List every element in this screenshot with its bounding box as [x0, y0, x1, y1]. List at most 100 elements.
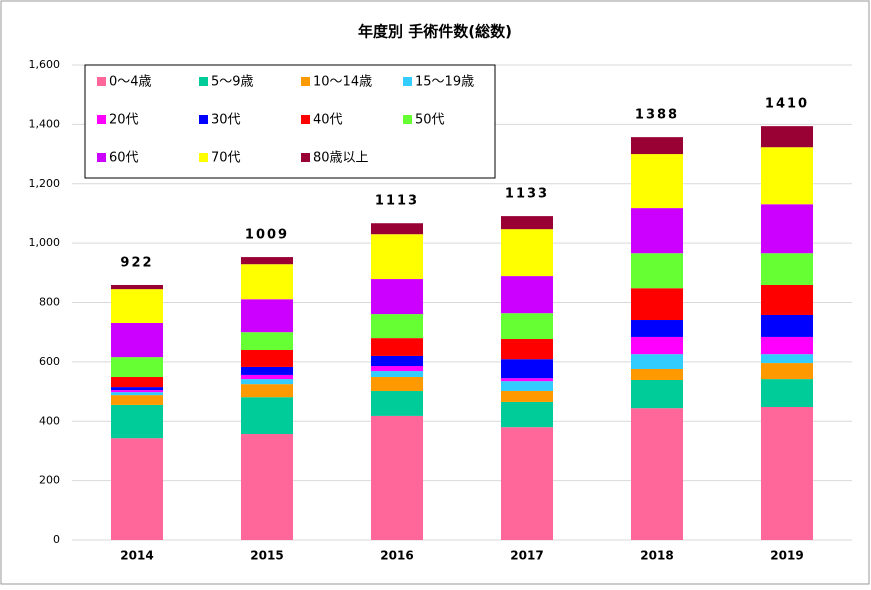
bar-segment [371, 355, 423, 367]
bar-segment [631, 354, 683, 369]
bar-segment [501, 216, 553, 230]
legend-swatch [97, 77, 106, 86]
bar-segment [371, 279, 423, 315]
x-tick-label: 2017 [510, 549, 543, 563]
bar-segment [501, 390, 553, 402]
bar-segment [111, 438, 163, 540]
bar-segment [761, 336, 813, 355]
bar-segment [501, 378, 553, 382]
bar-segment [761, 407, 813, 540]
bar-segment [501, 339, 553, 360]
total-label: 1009 [245, 228, 289, 243]
y-tick-label: 0 [53, 533, 60, 546]
bar-segment [371, 223, 423, 235]
legend-swatch [199, 153, 208, 162]
bar-segment [111, 289, 163, 323]
bar-segment [241, 264, 293, 300]
bar-segment [111, 387, 163, 391]
bar-segment [371, 366, 423, 372]
bar-segment [631, 154, 683, 209]
bar-segment [631, 336, 683, 355]
bar-segment [501, 401, 553, 428]
chart-title: 年度別 手術件数(総数) [358, 23, 512, 41]
total-label: 1113 [375, 194, 419, 209]
y-tick-label: 800 [39, 296, 60, 309]
legend-label: 40代 [313, 113, 343, 128]
y-tick-label: 200 [39, 474, 60, 487]
bar-segment [111, 284, 163, 290]
y-tick-label: 600 [39, 355, 60, 368]
bar-segment [631, 320, 683, 337]
x-tick-label: 2018 [640, 549, 673, 563]
legend-swatch [199, 77, 208, 86]
bar-segment [241, 374, 293, 380]
legend-label: 20代 [109, 113, 139, 128]
bar-segment [761, 253, 813, 285]
bar-segment [241, 332, 293, 350]
bar-segment [631, 137, 683, 155]
bar-segment [501, 313, 553, 340]
bar-segment [761, 147, 813, 205]
legend-label: 10～14歳 [313, 75, 372, 90]
legend-swatch [97, 153, 106, 162]
bar-segment [241, 257, 293, 265]
legend-label: 70代 [211, 151, 241, 166]
y-tick-label: 1,200 [29, 177, 61, 190]
x-tick-label: 2014 [120, 549, 153, 563]
bar-segment [371, 234, 423, 280]
bar-segment [761, 284, 813, 315]
bar-segment [761, 204, 813, 254]
bar-segment [241, 384, 293, 398]
bar-segment [371, 371, 423, 378]
bar-segment [501, 427, 553, 540]
bar-segment [111, 392, 163, 396]
bar-segment [631, 288, 683, 321]
x-tick-label: 2016 [380, 549, 413, 563]
bar-segment [761, 314, 813, 337]
bar-segment [241, 366, 293, 375]
bar-segment [241, 299, 293, 333]
total-label: 1388 [635, 108, 679, 123]
bar-segment [111, 377, 163, 388]
legend-swatch [301, 77, 310, 86]
y-tick-label: 1,400 [29, 117, 61, 130]
total-label: 1410 [765, 97, 809, 112]
y-tick-label: 400 [39, 414, 60, 427]
bar-segment [371, 314, 423, 339]
bar-segment [761, 354, 813, 364]
legend-label: 15～19歳 [415, 75, 474, 90]
bar-segment [371, 415, 423, 540]
bar-segment [371, 338, 423, 356]
legend-swatch [97, 115, 106, 124]
bar-segment [501, 359, 553, 379]
bar-segment [761, 363, 813, 380]
legend-swatch [403, 77, 412, 86]
bar-segment [761, 126, 813, 148]
bar-segment [501, 229, 553, 277]
bar-segment [111, 395, 163, 405]
legend-box [84, 64, 496, 179]
legend-swatch [199, 115, 208, 124]
bar-segment [371, 390, 423, 416]
bar-segment [111, 322, 163, 358]
legend-label: 50代 [415, 113, 445, 128]
bar-segment [631, 408, 683, 540]
x-tick-label: 2019 [770, 549, 803, 563]
bar-segment [631, 208, 683, 254]
total-label: 1133 [505, 187, 549, 202]
y-tick-label: 1,000 [29, 236, 61, 249]
bar-segment [241, 350, 293, 367]
y-tick-label: 1,600 [29, 58, 61, 71]
bar-segment [631, 379, 683, 409]
total-label: 922 [120, 255, 153, 270]
bar-segment [761, 379, 813, 407]
bar-segment [241, 379, 293, 385]
legend-label: 0～4歳 [109, 75, 152, 90]
bar-segment [241, 397, 293, 435]
x-tick-label: 2015 [250, 549, 283, 563]
bar-segment [111, 404, 163, 439]
bar-segment [631, 253, 683, 289]
legend-label: 80歳以上 [313, 151, 369, 166]
bar-segment [501, 276, 553, 314]
bar-segment [111, 357, 163, 378]
